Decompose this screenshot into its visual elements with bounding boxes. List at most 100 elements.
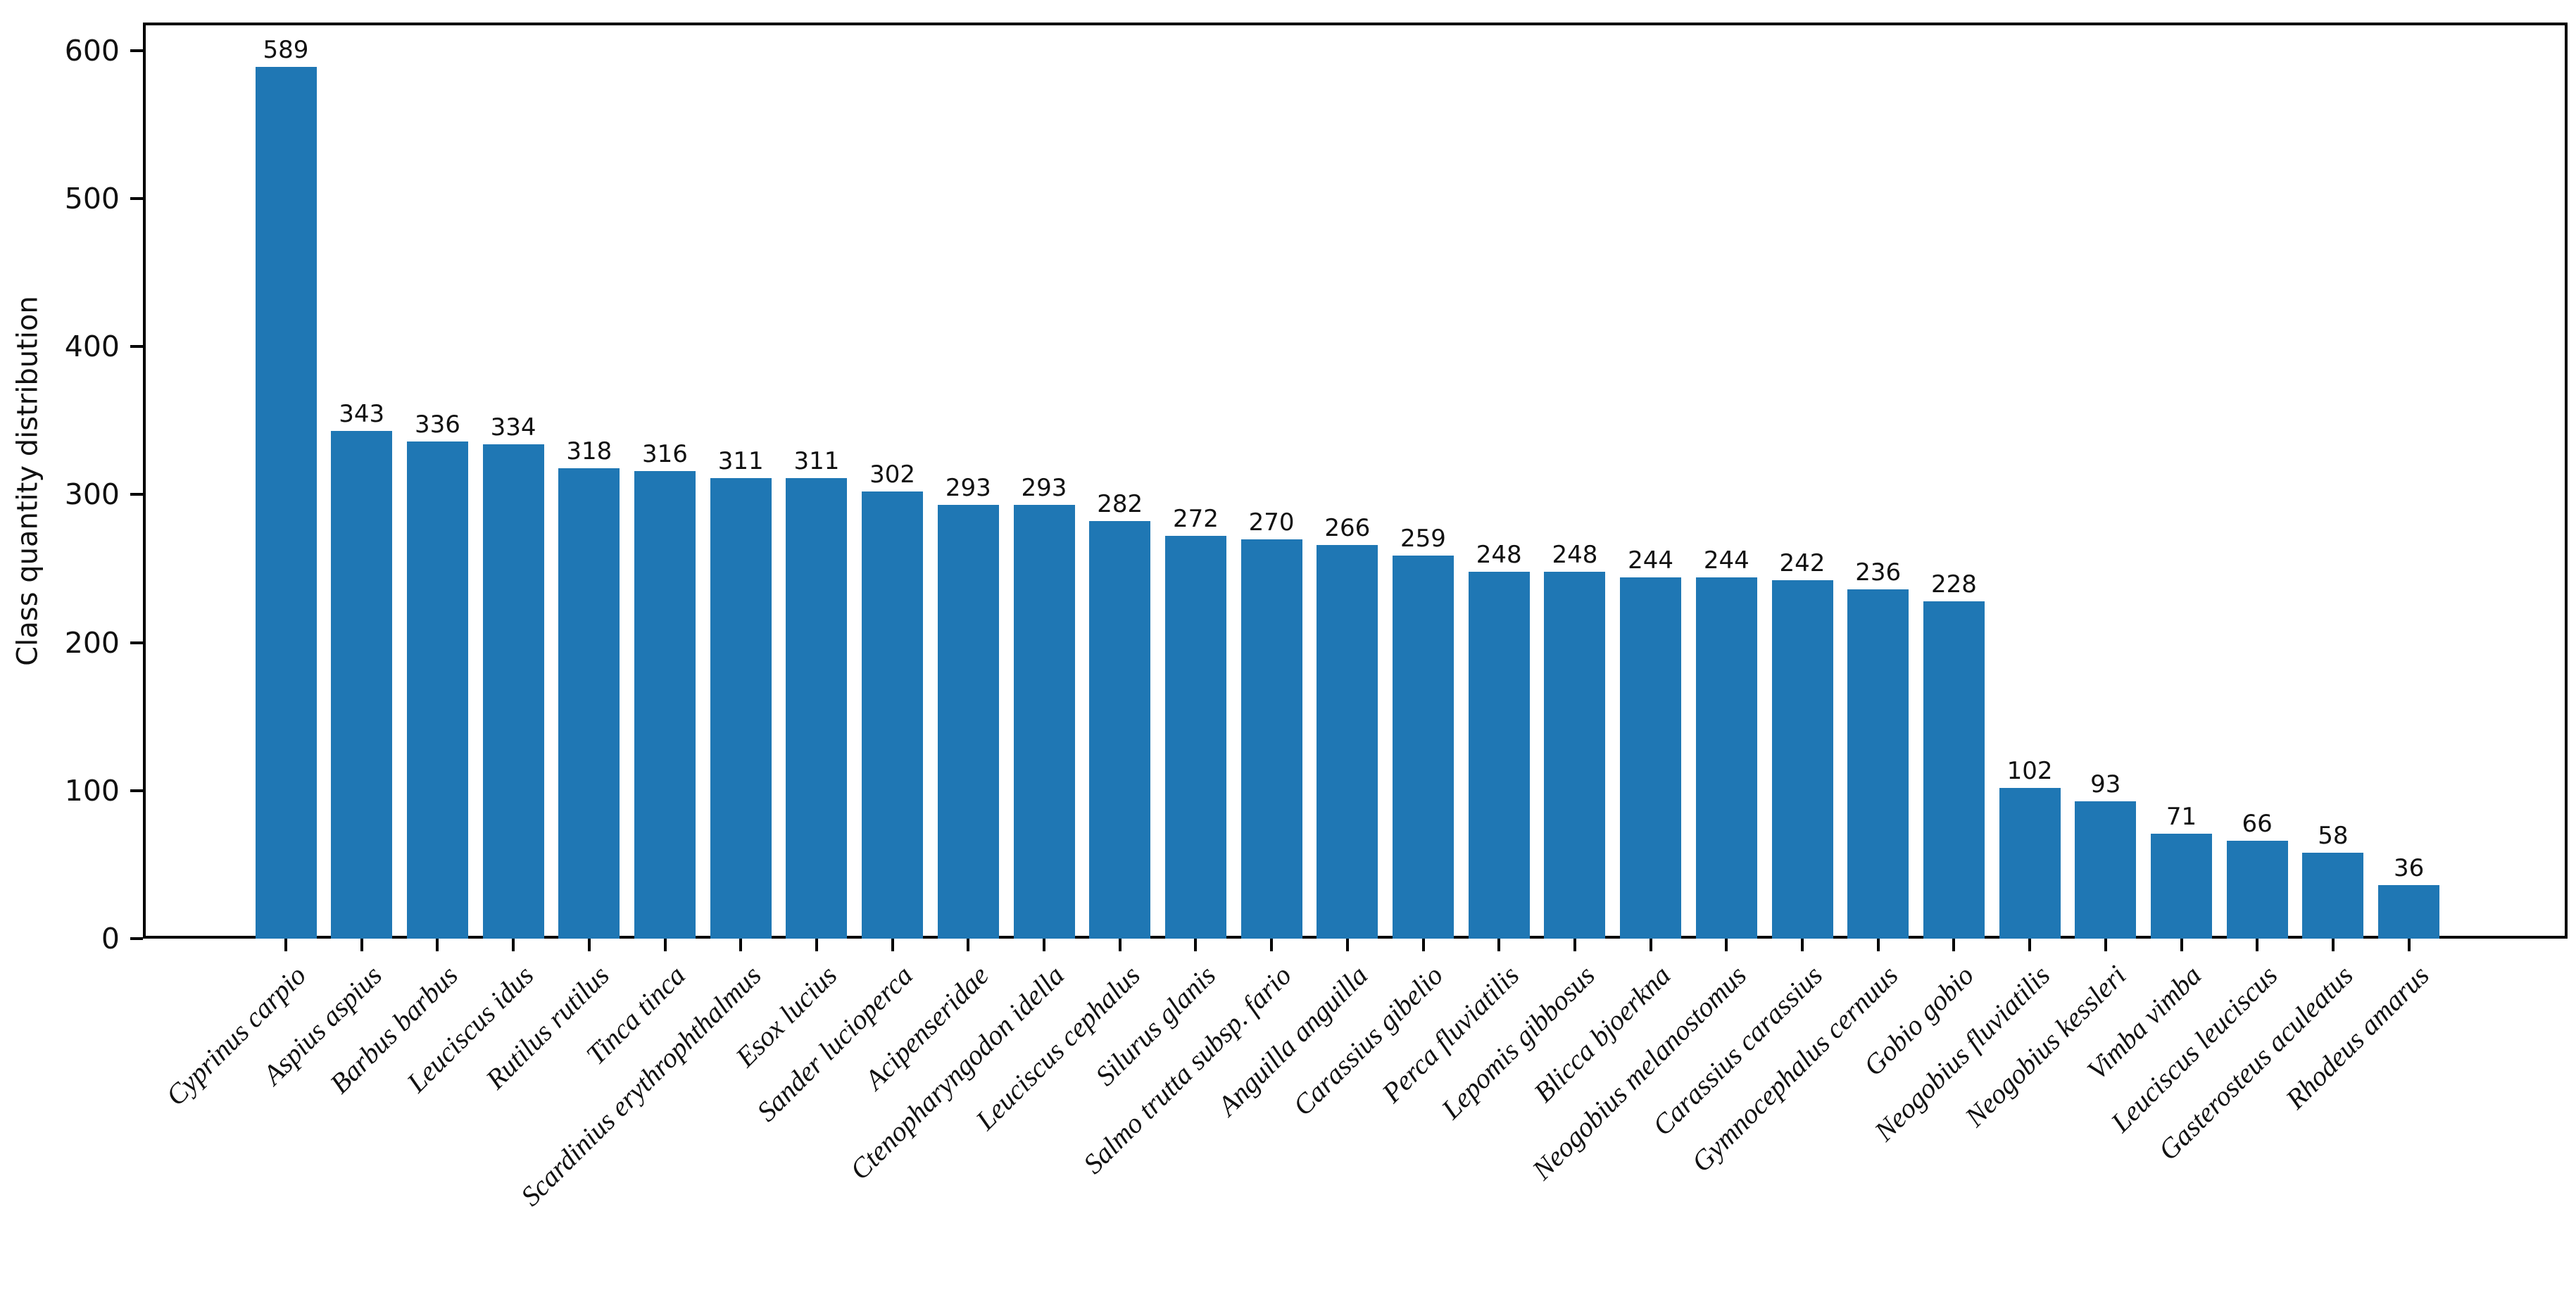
y-tick-mark (130, 49, 143, 52)
bar (406, 441, 468, 939)
x-tick-mark (1801, 939, 1804, 951)
bar-value-label: 244 (1703, 546, 1749, 575)
bar-value-label: 248 (1552, 540, 1598, 569)
x-tick-mark (739, 939, 743, 951)
bar-value-label: 93 (2090, 770, 2121, 798)
bar-value-label: 343 (339, 400, 385, 429)
bar-value-label: 589 (263, 36, 309, 65)
x-tick-mark (1497, 939, 1501, 951)
bar (255, 67, 317, 939)
bar (1013, 505, 1075, 939)
bar-value-label: 270 (1248, 508, 1295, 537)
x-tick-mark (512, 939, 515, 951)
bar-value-label: 66 (2242, 810, 2273, 839)
y-tick-label: 600 (64, 33, 120, 68)
bar (1240, 539, 1302, 939)
bar (634, 470, 696, 939)
y-tick-mark (130, 641, 143, 644)
x-tick-mark (587, 939, 591, 951)
bar (1923, 601, 1985, 939)
x-tick-mark (2331, 939, 2335, 951)
bar (1771, 580, 1833, 939)
bar (1089, 521, 1151, 939)
x-tick-mark (2180, 939, 2183, 951)
bar-value-label: 266 (1324, 513, 1371, 542)
bar-value-label: 236 (1855, 558, 1902, 587)
x-tick-mark (1194, 939, 1198, 951)
bar-value-label: 282 (1097, 490, 1143, 519)
x-tick-mark (1573, 939, 1576, 951)
bar-value-label: 102 (2006, 756, 2053, 785)
bar (1999, 787, 2061, 939)
bar (2151, 833, 2212, 939)
y-tick-label: 100 (64, 773, 120, 808)
y-tick-label: 300 (64, 477, 120, 512)
x-tick-mark (663, 939, 667, 951)
x-tick-mark (436, 939, 439, 951)
x-tick-mark (1345, 939, 1349, 951)
x-tick-mark (2028, 939, 2032, 951)
y-tick-label: 400 (64, 330, 120, 364)
bar-value-label: 228 (1930, 570, 1977, 599)
bar (1620, 577, 1682, 939)
x-tick-mark (1876, 939, 1880, 951)
bar-value-label: 259 (1400, 524, 1446, 553)
bar (2378, 885, 2440, 939)
y-tick-label: 0 (101, 922, 120, 956)
bar (1393, 555, 1454, 939)
y-tick-label: 200 (64, 625, 120, 660)
x-tick-mark (2104, 939, 2107, 951)
x-tick-mark (967, 939, 970, 951)
x-tick-mark (1649, 939, 1652, 951)
bar (2302, 853, 2364, 939)
bar-value-label: 311 (793, 447, 840, 476)
bar-value-label: 248 (1476, 540, 1522, 569)
y-tick-mark (130, 493, 143, 496)
bar (1695, 577, 1757, 939)
x-tick-mark (2256, 939, 2259, 951)
bar (2075, 801, 2137, 939)
x-tick-mark (360, 939, 363, 951)
y-tick-label: 500 (64, 182, 120, 216)
bar-value-label: 242 (1779, 549, 1826, 578)
bar-value-label: 336 (414, 410, 460, 439)
bar (1847, 589, 1909, 939)
x-tick-mark (1725, 939, 1728, 951)
bar-value-label: 71 (2166, 802, 2197, 831)
y-tick-mark (130, 345, 143, 349)
y-tick-mark (130, 937, 143, 940)
bar (1468, 571, 1530, 939)
bar-value-label: 316 (642, 439, 688, 468)
bar-value-label: 318 (566, 437, 612, 465)
bar-value-label: 58 (2318, 822, 2349, 851)
x-tick-mark (1952, 939, 1956, 951)
bar-value-label: 293 (1021, 474, 1067, 503)
bar (710, 478, 772, 939)
x-tick-mark (284, 939, 287, 951)
bar-value-label: 272 (1172, 505, 1219, 534)
x-tick-mark (891, 939, 894, 951)
bar-value-label: 36 (2393, 854, 2425, 883)
x-tick-mark (815, 939, 818, 951)
bar (786, 478, 848, 939)
y-tick-mark (130, 789, 143, 792)
y-tick-mark (130, 197, 143, 201)
x-tick-mark (1043, 939, 1045, 951)
x-tick-mark (1421, 939, 1425, 951)
bar-value-label: 311 (717, 447, 764, 476)
bar (862, 491, 924, 939)
bar (331, 431, 393, 939)
bar (1164, 536, 1226, 939)
bar (1544, 571, 1606, 939)
bar (1317, 544, 1378, 939)
x-tick-mark (1118, 939, 1121, 951)
bar (937, 505, 999, 939)
bar (558, 468, 620, 939)
x-tick-mark (2407, 939, 2411, 951)
bar (2226, 841, 2288, 939)
x-tick-mark (1270, 939, 1274, 951)
bar-value-label: 244 (1628, 546, 1674, 575)
bar-value-label: 302 (869, 461, 916, 489)
bar-value-label: 334 (490, 413, 536, 441)
